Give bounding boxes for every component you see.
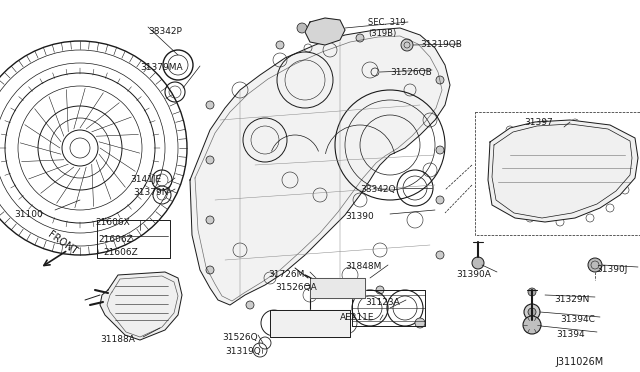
Text: 31390: 31390	[345, 212, 374, 221]
Text: 31379MA: 31379MA	[140, 63, 182, 72]
Circle shape	[472, 257, 484, 269]
Circle shape	[206, 101, 214, 109]
Text: 31390J: 31390J	[596, 265, 627, 274]
Text: 31100: 31100	[14, 210, 43, 219]
Circle shape	[436, 146, 444, 154]
Polygon shape	[488, 120, 638, 222]
Text: 3141JE: 3141JE	[130, 175, 161, 184]
Circle shape	[415, 318, 425, 328]
Polygon shape	[270, 310, 350, 337]
Text: (319B): (319B)	[368, 29, 396, 38]
Circle shape	[356, 34, 364, 42]
Circle shape	[206, 216, 214, 224]
Text: 31526QB: 31526QB	[390, 68, 432, 77]
Text: FRONT: FRONT	[45, 229, 79, 257]
Text: 21606X: 21606X	[95, 218, 130, 227]
Text: 31123A: 31123A	[365, 298, 400, 307]
Text: 31319Q: 31319Q	[225, 347, 260, 356]
Text: 31526QA: 31526QA	[275, 283, 317, 292]
Text: 21606Z: 21606Z	[103, 248, 138, 257]
Text: 31379N: 31379N	[133, 188, 168, 197]
Text: 31390A: 31390A	[456, 270, 491, 279]
Text: 38342P: 38342P	[148, 27, 182, 36]
Text: 31188A: 31188A	[100, 335, 135, 344]
Text: 31726M: 31726M	[268, 270, 305, 279]
Text: J311026M: J311026M	[555, 357, 604, 367]
Circle shape	[206, 266, 214, 274]
Polygon shape	[190, 28, 450, 305]
Circle shape	[206, 156, 214, 164]
Text: AE211E: AE211E	[340, 313, 374, 322]
Circle shape	[297, 23, 307, 33]
Circle shape	[524, 304, 540, 320]
Polygon shape	[310, 278, 365, 298]
Circle shape	[436, 76, 444, 84]
Circle shape	[528, 308, 536, 316]
Text: 31397: 31397	[524, 118, 553, 127]
Text: 31329N: 31329N	[554, 295, 589, 304]
Text: 31394C: 31394C	[560, 315, 595, 324]
Text: 31526Q: 31526Q	[222, 333, 258, 342]
Circle shape	[588, 258, 602, 272]
Circle shape	[436, 196, 444, 204]
Circle shape	[246, 301, 254, 309]
Circle shape	[376, 286, 384, 294]
Circle shape	[276, 41, 284, 49]
Text: 31848M: 31848M	[345, 262, 381, 271]
Text: 31319QB: 31319QB	[420, 40, 462, 49]
Text: SEC. 319: SEC. 319	[368, 18, 406, 27]
Polygon shape	[305, 18, 345, 45]
Text: 38342Q: 38342Q	[360, 185, 396, 194]
Circle shape	[528, 288, 536, 296]
Circle shape	[401, 39, 413, 51]
Circle shape	[523, 316, 541, 334]
Text: 31394: 31394	[556, 330, 584, 339]
Polygon shape	[100, 272, 182, 340]
Circle shape	[436, 251, 444, 259]
Text: 21606Z: 21606Z	[98, 235, 132, 244]
